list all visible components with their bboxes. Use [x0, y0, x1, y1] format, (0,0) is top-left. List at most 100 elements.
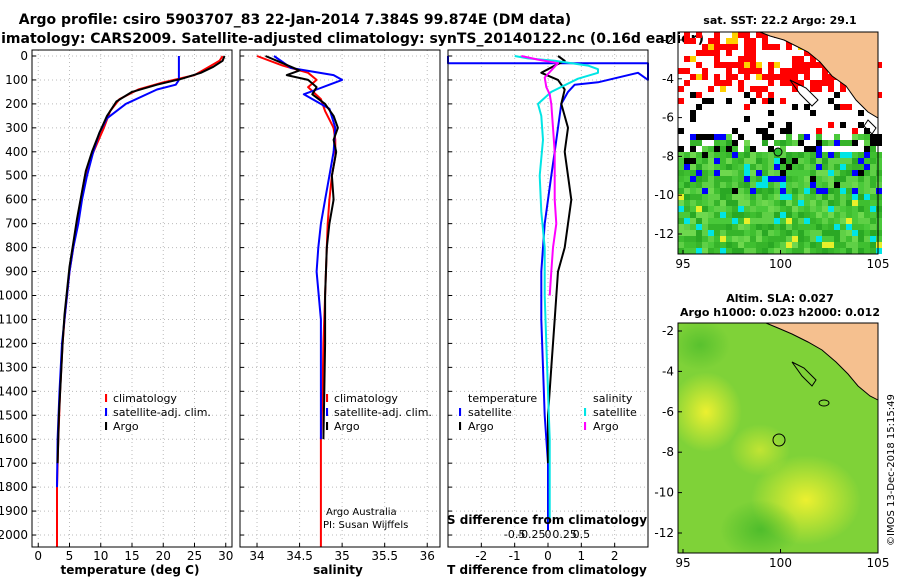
map-y-tick-label: -8: [662, 445, 674, 459]
sst-cell: [702, 212, 708, 218]
sst-cell: [756, 32, 762, 38]
sst-cell: [792, 200, 798, 206]
sst-cell: [702, 170, 708, 176]
sst-cell: [864, 146, 870, 152]
sst-cell: [780, 212, 786, 218]
sst-cell: [858, 248, 864, 254]
sla-island-small: [818, 399, 830, 407]
sst-cell: [684, 32, 690, 38]
sst-cell: [792, 62, 798, 68]
sst-cell: [834, 182, 840, 188]
sst-cell: [702, 242, 708, 248]
sst-cell: [840, 230, 846, 236]
sst-cell: [864, 230, 870, 236]
sst-cell: [828, 164, 834, 170]
sst-cell: [756, 164, 762, 170]
sst-cell: [786, 74, 792, 80]
sst-cell: [768, 182, 774, 188]
sst-cell: [858, 176, 864, 182]
sst-cell: [870, 140, 876, 146]
sst-cell: [810, 242, 816, 248]
legend-sym-argo: I: [104, 420, 108, 433]
sst-cell: [852, 200, 858, 206]
sst-cell: [798, 242, 804, 248]
sst-cell: [726, 38, 732, 44]
x-tick-label: 2: [611, 549, 619, 563]
sst-cell: [702, 134, 708, 140]
sst-cell: [870, 200, 876, 206]
sst-cell: [780, 236, 786, 242]
sst-cell: [726, 230, 732, 236]
sst-cell: [852, 236, 858, 242]
sst-cell: [786, 44, 792, 50]
sst-cell: [870, 230, 876, 236]
sst-cell: [702, 224, 708, 230]
sst-cell: [804, 134, 810, 140]
sst-cell: [798, 182, 804, 188]
sst-cell: [678, 212, 684, 218]
sst-cell: [684, 170, 690, 176]
sst-cell: [750, 200, 756, 206]
map-y-tick-label: -10: [654, 486, 674, 500]
sst-cell: [834, 200, 840, 206]
sst-cell: [846, 248, 852, 254]
sst-cell: [816, 170, 822, 176]
sst-cell: [804, 170, 810, 176]
salinity-xlabel: salinity: [313, 563, 363, 577]
sst-cell: [876, 236, 882, 242]
sst-cell: [810, 194, 816, 200]
sst-cell: [876, 248, 882, 254]
sst-cell: [708, 98, 714, 104]
sst-cell: [762, 212, 768, 218]
sst-cell: [744, 44, 750, 50]
sst-cell: [768, 146, 774, 152]
sst-cell: [732, 176, 738, 182]
sst-cell: [726, 182, 732, 188]
legend-climatology-label: climatology: [334, 392, 398, 405]
sst-cell: [810, 80, 816, 86]
sst-cell: [720, 146, 726, 152]
sst-cell: [678, 218, 684, 224]
sst-cell: [678, 230, 684, 236]
depth-tick-label: 900: [5, 265, 28, 279]
sla-high-3: [730, 424, 790, 476]
sst-cell: [696, 242, 702, 248]
map-y-tick-label: -12: [654, 227, 674, 241]
sst-cell: [816, 152, 822, 158]
sst-cell: [858, 152, 864, 158]
sst-cell: [870, 212, 876, 218]
depth-tick-label: 1500: [0, 408, 28, 422]
salinity-xticks: 34 34.5 35 35.5 36: [249, 543, 435, 563]
sla-map-subtitle: Argo h1000: 0.023 h2000: 0.012: [680, 306, 880, 319]
sst-cell: [684, 242, 690, 248]
map-x-tick-label: 100: [769, 257, 792, 271]
sst-cell: [786, 158, 792, 164]
sst-cell: [840, 170, 846, 176]
sst-cell: [852, 224, 858, 230]
sst-cell: [846, 182, 852, 188]
sst-cell: [738, 218, 744, 224]
sst-island-small: [863, 119, 877, 135]
sst-cell: [840, 122, 846, 128]
sla-low-1: [720, 500, 800, 553]
sst-cell: [750, 194, 756, 200]
sst-cell: [816, 242, 822, 248]
sst-cell: [708, 164, 714, 170]
sst-cell: [846, 164, 852, 170]
sst-cell: [816, 146, 822, 152]
sst-cell: [708, 158, 714, 164]
sst-cell: [714, 194, 720, 200]
sst-cell: [822, 218, 828, 224]
sst-cell: [738, 152, 744, 158]
sst-cell: [876, 176, 882, 182]
sst-cell: [750, 50, 756, 56]
sst-cell: [858, 134, 864, 140]
salinity-frame: [239, 49, 441, 548]
sst-cell: [840, 212, 846, 218]
secondary-x-tick-label: 0.5: [573, 528, 591, 541]
sst-cell: [684, 188, 690, 194]
sst-cell: [870, 182, 876, 188]
temperature-xticks: 0 5 10 15 20 25 30: [34, 543, 233, 563]
series-line-argo: [265, 55, 339, 440]
sst-cell: [798, 248, 804, 254]
